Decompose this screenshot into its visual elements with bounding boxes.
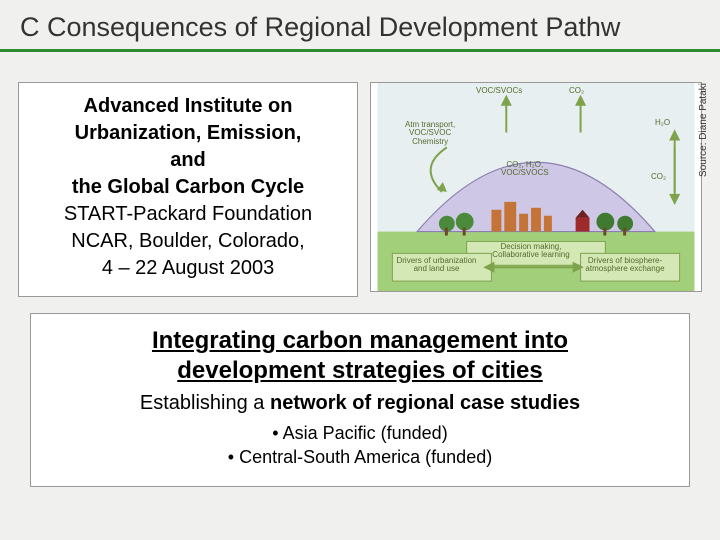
bullets: • Asia Pacific (funded) • Central-South …: [39, 421, 681, 470]
info-line-6: NCAR, Boulder, Colorado,: [25, 228, 351, 255]
page-title: C Consequences of Regional Development P…: [0, 0, 720, 49]
label-co2-top: CO₂: [569, 87, 584, 95]
headline-line-1: Integrating carbon management into: [39, 326, 681, 356]
label-atm: Atm transport, VOC/SVOC Chemistry: [405, 121, 455, 146]
subhead-pre: Establishing a: [140, 392, 270, 414]
diagram-panel: Source: Diane Pataki: [370, 82, 702, 292]
summary-panel: Integrating carbon management into devel…: [30, 313, 690, 487]
label-co2-right: CO₂: [651, 173, 666, 181]
info-line-1: Advanced Institute on: [25, 93, 351, 120]
subheadline: Establishing a network of regional case …: [39, 392, 681, 415]
bullet-2: • Central-South America (funded): [39, 445, 681, 469]
info-line-7: 4 – 22 August 2003: [25, 255, 351, 282]
label-right-driver: Drivers of biosphere- atmosphere exchang…: [576, 257, 674, 274]
label-h2o: H₂O: [655, 119, 670, 127]
institute-info-panel: Advanced Institute on Urbanization, Emis…: [18, 82, 358, 297]
info-line-5: START-Packard Foundation: [25, 201, 351, 228]
label-voc: VOC/SVOCs: [476, 87, 522, 95]
label-decision: Decision making, Collaborative learning: [481, 243, 581, 260]
bullet-1: • Asia Pacific (funded): [39, 421, 681, 445]
subhead-bold: network of regional case studies: [270, 392, 580, 414]
carbon-cycle-diagram: VOC/SVOCs CO₂ Atm transport, VOC/SVOC Ch…: [371, 83, 701, 291]
headline-line-2: development strategies of cities: [39, 356, 681, 386]
label-fluxes: CO₂, H₂O, VOC/SVOCS: [501, 161, 549, 178]
info-line-2: Urbanization, Emission,: [25, 120, 351, 147]
label-left-driver: Drivers of urbanization and land use: [389, 257, 484, 274]
content-row: Advanced Institute on Urbanization, Emis…: [0, 52, 720, 297]
info-line-3: and: [25, 147, 351, 174]
info-line-4: the Global Carbon Cycle: [25, 174, 351, 201]
